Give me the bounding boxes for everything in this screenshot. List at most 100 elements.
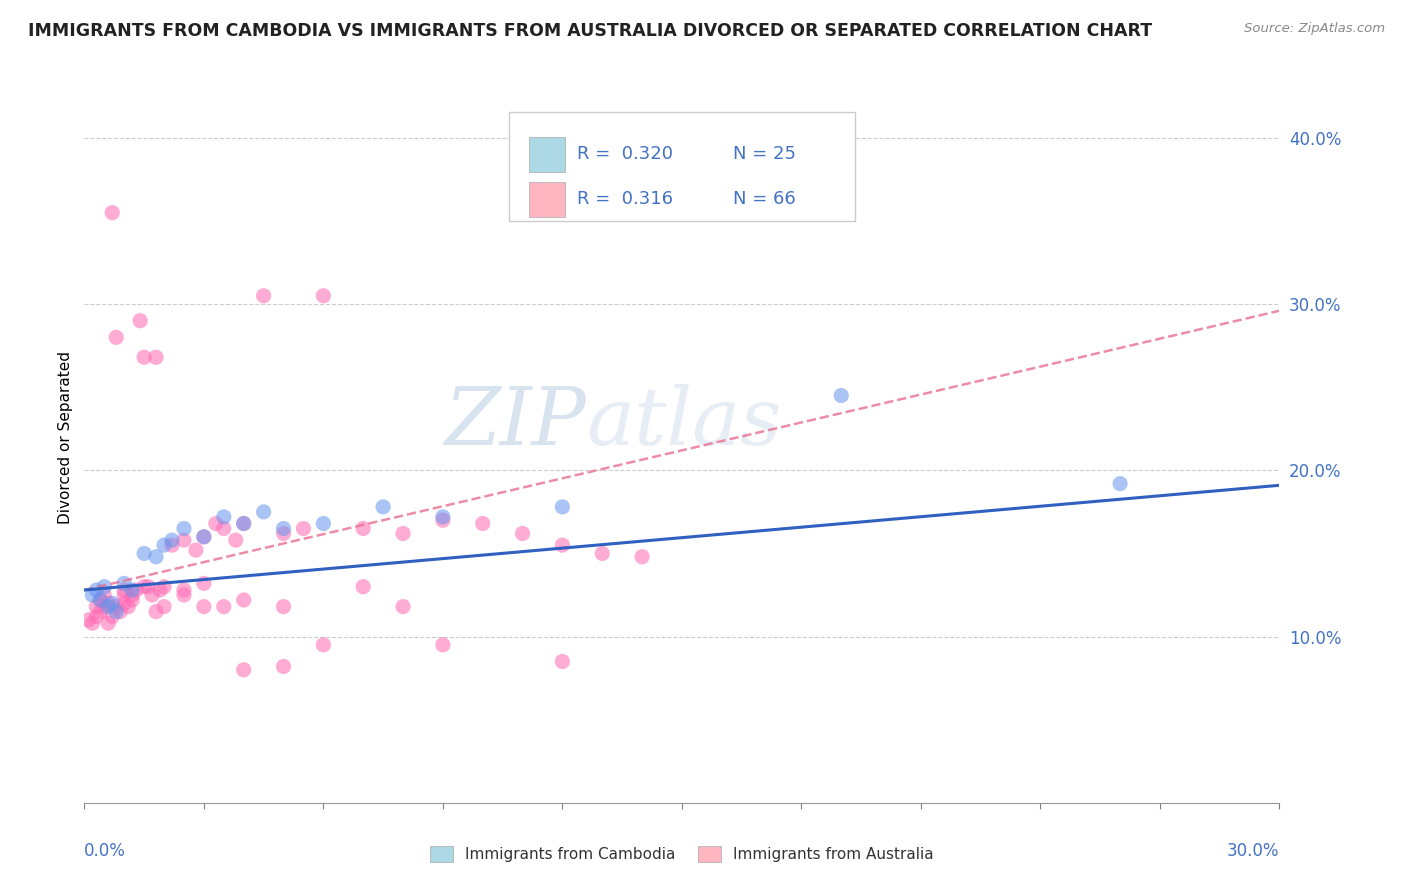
Point bbox=[212, 599, 235, 614]
Point bbox=[631, 549, 654, 564]
Point bbox=[129, 314, 152, 328]
Point bbox=[373, 500, 395, 514]
Point bbox=[132, 351, 156, 365]
Y-axis label: Divorced or Separated: Divorced or Separated bbox=[58, 351, 73, 524]
Point bbox=[132, 546, 156, 560]
Point bbox=[117, 599, 139, 614]
Point bbox=[173, 533, 195, 548]
Text: atlas: atlas bbox=[586, 384, 782, 461]
Point bbox=[145, 605, 167, 619]
Point bbox=[392, 599, 415, 614]
Point bbox=[225, 533, 247, 548]
Point bbox=[292, 521, 315, 535]
Point bbox=[173, 582, 195, 597]
Point bbox=[232, 593, 254, 607]
Point bbox=[352, 580, 374, 594]
Point bbox=[125, 582, 148, 597]
Point bbox=[93, 599, 115, 614]
Point bbox=[121, 588, 143, 602]
Point bbox=[1109, 476, 1132, 491]
Point bbox=[193, 530, 215, 544]
Point bbox=[101, 205, 124, 219]
Point bbox=[273, 599, 295, 614]
Point bbox=[273, 659, 295, 673]
Point bbox=[112, 588, 135, 602]
Point bbox=[173, 588, 195, 602]
Point bbox=[145, 549, 167, 564]
Point bbox=[97, 599, 120, 614]
Point bbox=[121, 593, 143, 607]
Point bbox=[101, 609, 124, 624]
FancyBboxPatch shape bbox=[509, 112, 855, 221]
Point bbox=[149, 582, 172, 597]
Point bbox=[110, 605, 132, 619]
Point bbox=[89, 605, 111, 619]
Point bbox=[105, 599, 128, 614]
Point bbox=[193, 599, 215, 614]
Point bbox=[551, 655, 574, 669]
Point bbox=[591, 546, 613, 560]
Point bbox=[141, 588, 163, 602]
Text: R =  0.320: R = 0.320 bbox=[576, 145, 672, 163]
Text: 0.0%: 0.0% bbox=[84, 842, 127, 860]
Text: N = 66: N = 66 bbox=[734, 190, 796, 208]
Point bbox=[112, 576, 135, 591]
Text: 30.0%: 30.0% bbox=[1227, 842, 1279, 860]
Point bbox=[830, 388, 852, 402]
Point bbox=[86, 609, 108, 624]
Text: ZIP: ZIP bbox=[444, 384, 586, 461]
Point bbox=[86, 582, 108, 597]
Point bbox=[132, 580, 156, 594]
Point bbox=[551, 538, 574, 552]
Point bbox=[153, 538, 176, 552]
Legend: Immigrants from Cambodia, Immigrants from Australia: Immigrants from Cambodia, Immigrants fro… bbox=[423, 840, 941, 868]
Text: Source: ZipAtlas.com: Source: ZipAtlas.com bbox=[1244, 22, 1385, 36]
Point bbox=[160, 533, 183, 548]
Point bbox=[97, 616, 120, 631]
Point bbox=[173, 521, 195, 535]
Point bbox=[232, 516, 254, 531]
Point bbox=[312, 638, 335, 652]
Bar bbox=[529, 182, 565, 217]
Point bbox=[253, 289, 276, 303]
Point bbox=[101, 596, 124, 610]
Point bbox=[312, 516, 335, 531]
Point bbox=[86, 599, 108, 614]
Point bbox=[232, 663, 254, 677]
Point bbox=[153, 580, 176, 594]
Point bbox=[112, 582, 135, 597]
Point bbox=[212, 509, 235, 524]
Point bbox=[145, 351, 167, 365]
Point bbox=[212, 521, 235, 535]
Point bbox=[93, 580, 115, 594]
Point bbox=[432, 513, 454, 527]
Point bbox=[471, 516, 494, 531]
Text: R =  0.316: R = 0.316 bbox=[576, 190, 672, 208]
Point bbox=[312, 289, 335, 303]
Point bbox=[136, 580, 159, 594]
Text: IMMIGRANTS FROM CAMBODIA VS IMMIGRANTS FROM AUSTRALIA DIVORCED OR SEPARATED CORR: IMMIGRANTS FROM CAMBODIA VS IMMIGRANTS F… bbox=[28, 22, 1153, 40]
Point bbox=[105, 605, 128, 619]
Point bbox=[551, 500, 574, 514]
Point bbox=[273, 521, 295, 535]
Point bbox=[512, 526, 534, 541]
Point bbox=[153, 599, 176, 614]
Point bbox=[160, 538, 183, 552]
Point bbox=[432, 509, 454, 524]
Point bbox=[232, 516, 254, 531]
Point bbox=[432, 638, 454, 652]
Point bbox=[97, 596, 120, 610]
Point bbox=[121, 582, 143, 597]
Point bbox=[392, 526, 415, 541]
Point bbox=[77, 613, 100, 627]
Point bbox=[193, 530, 215, 544]
Bar bbox=[529, 136, 565, 172]
Point bbox=[93, 588, 115, 602]
Point bbox=[352, 521, 374, 535]
Point bbox=[193, 576, 215, 591]
Point bbox=[253, 505, 276, 519]
Point bbox=[89, 593, 111, 607]
Point bbox=[112, 596, 135, 610]
Point bbox=[105, 330, 128, 344]
Point bbox=[89, 593, 111, 607]
